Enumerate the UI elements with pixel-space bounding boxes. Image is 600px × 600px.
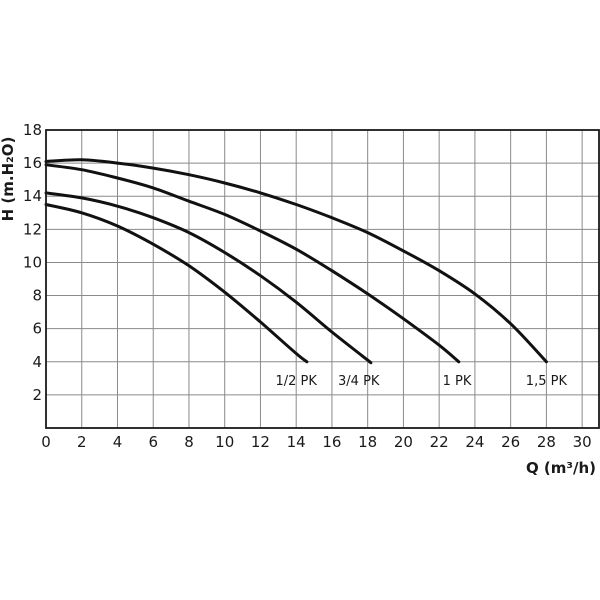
y-tick-label: 8 (32, 287, 42, 305)
grid (46, 130, 600, 428)
x-tick-label: 0 (41, 433, 51, 451)
pump-curve-4 (44, 158, 548, 364)
x-tick-label: 10 (215, 433, 234, 451)
curve-label: 1 PK (443, 374, 472, 389)
x-tick-label: 6 (148, 433, 158, 451)
y-tick-label: 18 (23, 121, 42, 139)
tick-labels: 0 2 4 6 8 10 12 14 16 18 20 22 24 26 28 302468101214161… (23, 121, 592, 451)
plot-frame (45, 129, 600, 429)
y-tick-label: 14 (23, 187, 42, 205)
x-tick-label: 20 (394, 433, 413, 451)
x-tick-label: 30 (573, 433, 592, 451)
y-tick-label: 2 (32, 386, 42, 404)
x-tick-label: 8 (184, 433, 194, 451)
x-axis-title: Q (m³/h) (526, 459, 596, 477)
y-tick-label: 6 (32, 320, 42, 338)
y-axis-title: H (m.H₂O) (0, 137, 17, 222)
x-tick-label: 28 (537, 433, 556, 451)
pump-curve-3 (44, 163, 461, 364)
y-tick-label: 4 (32, 353, 42, 371)
x-tick-label: 26 (501, 433, 520, 451)
curve-labels: 1/2 PK 3/4 PK 1 PK 1,5 PK (275, 374, 567, 389)
curve-label: 1,5 PK (526, 374, 568, 389)
curve-label: 1/2 PK (275, 374, 317, 389)
pump-curve-1 (44, 203, 309, 364)
x-tick-label: 16 (322, 433, 341, 451)
x-tick-label: 2 (77, 433, 87, 451)
y-tick-label: 10 (23, 253, 42, 271)
x-tick-label: 24 (465, 433, 484, 451)
curves (44, 158, 548, 365)
x-tick-label: 12 (251, 433, 270, 451)
y-tick-label: 16 (23, 154, 42, 172)
pump-curve-2 (44, 191, 373, 365)
x-tick-label: 22 (430, 433, 449, 451)
x-tick-label: 18 (358, 433, 377, 451)
x-tick-label: 4 (113, 433, 123, 451)
y-tick-label: 12 (23, 220, 42, 238)
x-tick-label: 14 (287, 433, 306, 451)
curve-label: 3/4 PK (338, 374, 380, 389)
